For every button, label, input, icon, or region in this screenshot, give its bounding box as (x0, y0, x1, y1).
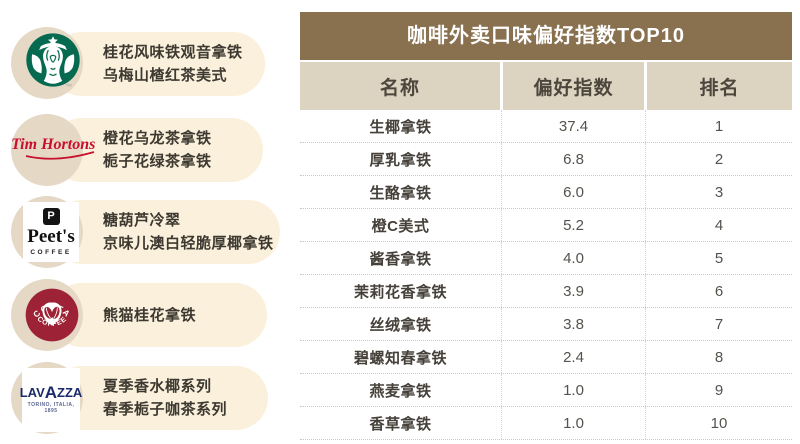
brand-product-line: 栀子花绿茶拿铁 (103, 153, 212, 170)
brand-pill: 橙花乌龙茶拿铁 栀子花绿茶拿铁 (50, 118, 263, 182)
tim-hortons-wordmark: Tim Hortons (11, 136, 95, 153)
brand-product-line: 乌梅山楂红茶美式 (103, 67, 228, 84)
rank: 6 (714, 282, 724, 300)
brand-pill: 熊猫桂花拿铁 (50, 283, 267, 347)
peets-wordmark: Peet's (27, 226, 75, 247)
rank: 7 (714, 315, 724, 333)
table-row: 橙C美式 5.2 4 (300, 209, 792, 242)
preference-index: 37.4 (502, 110, 646, 142)
table-row: 生酪拿铁 6.0 3 (300, 176, 792, 209)
brand-pill: 糖葫芦冷翠 京味儿澳白轻脆厚椰拿铁 (50, 200, 280, 264)
peets-p-mark: P (42, 208, 60, 225)
drink-name: 厚乳拿铁 (300, 143, 502, 175)
table-row: 酱香拿铁 4.0 5 (300, 242, 792, 275)
rank: 8 (714, 348, 724, 366)
preference-index: 5.2 (502, 209, 646, 241)
lavazza-logo-icon: LAV A ZZA TORINO, ITALIA, 1895 (19, 368, 83, 432)
column-header-index: 偏好指数 (503, 62, 644, 110)
peets-coffee-text: COFFEE (30, 249, 72, 256)
table-row: 厚乳拿铁 6.8 2 (300, 143, 792, 176)
column-header-rank: 排名 (647, 62, 792, 110)
table-row: 碧螺知春拿铁 2.4 8 (300, 341, 792, 374)
drink-name: 生酪拿铁 (300, 176, 502, 208)
brand-pill: 桂花风味铁观音拿铁 乌梅山楂红茶美式 (50, 32, 265, 96)
brand-logo-circle (11, 114, 83, 186)
column-header-name: 名称 (300, 62, 500, 110)
brand-pill: 夏季香水椰系列 春季栀子咖茶系列 (50, 366, 268, 430)
preference-index: 6.0 (502, 176, 646, 208)
preference-index: 6.8 (502, 143, 646, 175)
table-body: 生椰拿铁 37.4 1 厚乳拿铁 6.8 2 生酪拿铁 6.0 3 橙C美式 5… (300, 110, 792, 440)
starbucks-logo-icon: TM (26, 33, 80, 88)
brand-product-line: 桂花风味铁观音拿铁 (103, 44, 243, 61)
tim-hortons-logo-icon: Tim Hortons (11, 136, 95, 160)
rank: 2 (714, 150, 724, 168)
table-row: 香草拿铁 1.0 10 (300, 407, 792, 440)
peets-logo-icon: P Peet's COFFEE (23, 202, 79, 262)
brand-product-line: 夏季香水椰系列 (103, 378, 212, 395)
preference-index: 2.4 (502, 341, 646, 373)
preference-index: 1.0 (502, 374, 646, 406)
trademark-text: TM (66, 83, 72, 88)
costa-logo-icon: COSTA COFFEE (25, 288, 79, 342)
preference-index: 3.8 (502, 308, 646, 340)
lavazza-subtext: TORINO, ITALIA, 1895 (27, 402, 75, 415)
drink-name: 丝绒拿铁 (300, 308, 502, 340)
rank: 3 (714, 183, 724, 201)
drink-name: 燕麦拿铁 (300, 374, 502, 406)
preference-index-table: 咖啡外卖口味偏好指数TOP10 名称 偏好指数 排名 生椰拿铁 37.4 1 厚… (300, 12, 792, 440)
table-title: 咖啡外卖口味偏好指数TOP10 (300, 12, 792, 60)
drink-name: 茉莉花香拿铁 (300, 275, 502, 307)
brand-product-line: 橙花乌龙茶拿铁 (103, 130, 212, 147)
preference-index: 1.0 (502, 407, 646, 439)
rank: 1 (714, 117, 724, 135)
drink-name: 橙C美式 (300, 209, 502, 241)
drink-name: 酱香拿铁 (300, 242, 502, 274)
preference-index: 4.0 (502, 242, 646, 274)
brand-product-line: 京味儿澳白轻脆厚椰拿铁 (103, 235, 274, 252)
preference-index: 3.9 (502, 275, 646, 307)
lavazza-wordmark: LAV A ZZA (19, 382, 83, 402)
rank: 4 (714, 216, 724, 234)
drink-name: 香草拿铁 (300, 407, 502, 439)
table-row: 茉莉花香拿铁 3.9 6 (300, 275, 792, 308)
drink-name: 碧螺知春拿铁 (300, 341, 502, 373)
brand-product-line: 春季栀子咖茶系列 (103, 401, 228, 418)
rank: 5 (714, 249, 724, 267)
rank: 9 (714, 381, 724, 399)
table-header-row: 名称 偏好指数 排名 (300, 62, 792, 110)
brand-product-line: 熊猫桂花拿铁 (103, 306, 197, 324)
rank: 10 (710, 414, 728, 432)
drink-name: 生椰拿铁 (300, 110, 502, 142)
table-row: 生椰拿铁 37.4 1 (300, 110, 792, 143)
table-row: 燕麦拿铁 1.0 9 (300, 374, 792, 407)
brand-product-line: 糖葫芦冷翠 (103, 212, 181, 229)
table-row: 丝绒拿铁 3.8 7 (300, 308, 792, 341)
